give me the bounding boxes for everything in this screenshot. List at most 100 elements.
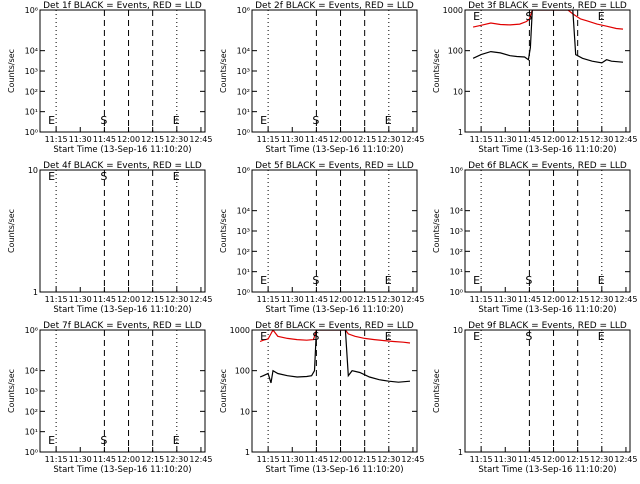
- x-tick-label: 11:45: [518, 295, 541, 304]
- plot-frame: [39, 9, 206, 133]
- x-tick-label: 11:45: [93, 455, 116, 464]
- panel-det-7: Det 7f BLACK = Events, RED = LLD E S E 10⁶ 10…: [7, 321, 212, 475]
- marker-label: E: [598, 10, 605, 23]
- y-tick-label: 10⁶: [25, 326, 38, 335]
- x-tick-label: 12:00: [329, 455, 352, 464]
- y-axis-label: Counts/sec: [219, 209, 228, 253]
- y-tick-label: 10⁴: [237, 207, 250, 216]
- marker-label: S: [100, 434, 107, 447]
- x-tick-label: 11:45: [93, 135, 116, 144]
- series-events-line: [472, 10, 624, 64]
- y-tick-label: 10¹: [450, 268, 463, 277]
- panel-det-1: Det 1f BLACK = Events, RED = LLD E S E 10⁶ 10…: [7, 1, 212, 155]
- x-tick-label: 12:45: [189, 135, 212, 144]
- series-events-line: [259, 330, 411, 384]
- y-tick-label: 10⁴: [25, 367, 38, 376]
- y-tick-label: 10⁴: [450, 207, 463, 216]
- panel-title: Det 7f BLACK = Events, RED = LLD: [43, 321, 202, 331]
- x-tick-label: 11:30: [281, 295, 304, 304]
- x-tick-label: 12:30: [165, 455, 188, 464]
- y-axis-label: Counts/sec: [7, 369, 16, 413]
- x-tick-label: 11:15: [470, 295, 493, 304]
- marker-label: E: [385, 274, 392, 287]
- x-tick-label: 12:15: [566, 295, 589, 304]
- y-tick-label: 10: [240, 407, 250, 416]
- y-axis-label: Counts/sec: [7, 49, 16, 93]
- x-tick-label: 11:15: [257, 295, 280, 304]
- marker-label: E: [473, 330, 480, 343]
- x-tick-label: 12:45: [614, 295, 637, 304]
- x-axis-label: Start Time (13-Sep-16 11:10:20): [53, 305, 191, 315]
- plot-frame: [464, 329, 631, 453]
- x-tick-label: 11:45: [305, 455, 328, 464]
- panel-title: Det 1f BLACK = Events, RED = LLD: [43, 1, 202, 11]
- marker-label: E: [598, 274, 605, 287]
- marker-label: E: [473, 10, 480, 23]
- plot-frame: [251, 329, 418, 453]
- y-tick-label: 1000: [443, 6, 463, 15]
- x-tick-label: 12:30: [165, 135, 188, 144]
- x-tick-label: 12:30: [165, 295, 188, 304]
- x-tick-label: 12:45: [401, 135, 424, 144]
- x-tick-label: 12:30: [377, 135, 400, 144]
- marker-label: E: [173, 170, 180, 183]
- y-axis-label: Counts/sec: [432, 209, 441, 253]
- marker-label: E: [598, 330, 605, 343]
- x-tick-label: 11:45: [305, 135, 328, 144]
- marker-label: E: [173, 434, 180, 447]
- marker-label: S: [312, 330, 319, 343]
- x-tick-label: 11:15: [45, 135, 68, 144]
- x-tick-label: 12:30: [377, 455, 400, 464]
- x-tick-label: 12:45: [189, 295, 212, 304]
- x-tick-label: 12:15: [141, 135, 164, 144]
- x-tick-label: 11:30: [494, 295, 517, 304]
- marker-label: E: [260, 274, 267, 287]
- marker-label: S: [100, 170, 107, 183]
- y-tick-label: 1: [33, 288, 38, 297]
- y-tick-label: 10²: [237, 247, 250, 256]
- x-tick-label: 11:30: [69, 135, 92, 144]
- x-axis-label: Start Time (13-Sep-16 11:10:20): [265, 465, 403, 475]
- marker-label: S: [525, 274, 532, 287]
- x-tick-label: 11:30: [69, 455, 92, 464]
- x-tick-label: 11:15: [257, 455, 280, 464]
- plot-frame: [39, 169, 206, 293]
- marker-label: S: [525, 330, 532, 343]
- x-axis-label: Start Time (13-Sep-16 11:10:20): [478, 305, 616, 315]
- marker-label: S: [100, 114, 107, 127]
- x-axis-label: Start Time (13-Sep-16 11:10:20): [478, 465, 616, 475]
- x-tick-label: 11:30: [494, 455, 517, 464]
- y-tick-label: 10²: [450, 247, 463, 256]
- x-tick-label: 12:45: [614, 455, 637, 464]
- y-axis-label: Counts/sec: [432, 369, 441, 413]
- x-tick-label: 12:15: [566, 135, 589, 144]
- y-tick-label: 10²: [237, 87, 250, 96]
- y-tick-label: 100: [448, 47, 463, 56]
- panel-det-6: Det 6f BLACK = Events, RED = LLD E S E 10⁶ 10…: [432, 161, 637, 315]
- y-tick-label: 10: [28, 166, 38, 175]
- marker-label: E: [48, 170, 55, 183]
- y-tick-label: 10²: [25, 407, 38, 416]
- x-tick-label: 12:15: [566, 455, 589, 464]
- plot-frame: [251, 169, 418, 293]
- y-tick-label: 10³: [237, 67, 250, 76]
- panel-title: Det 4f BLACK = Events, RED = LLD: [43, 161, 202, 171]
- marker-label: S: [525, 10, 532, 23]
- x-tick-label: 12:00: [329, 135, 352, 144]
- x-tick-label: 12:15: [353, 455, 376, 464]
- marker-label: E: [48, 434, 55, 447]
- x-tick-label: 12:15: [353, 135, 376, 144]
- x-tick-label: 12:30: [590, 295, 613, 304]
- marker-label: S: [312, 274, 319, 287]
- y-tick-label: 10³: [450, 227, 463, 236]
- y-tick-label: 10: [453, 326, 463, 335]
- y-axis-label: Counts/sec: [432, 49, 441, 93]
- x-axis-label: Start Time (13-Sep-16 11:10:20): [265, 145, 403, 155]
- y-tick-label: 10¹: [237, 108, 250, 117]
- x-tick-label: 11:45: [518, 135, 541, 144]
- y-axis-label: Counts/sec: [7, 209, 16, 253]
- marker-label: E: [385, 330, 392, 343]
- x-axis-label: Start Time (13-Sep-16 11:10:20): [53, 145, 191, 155]
